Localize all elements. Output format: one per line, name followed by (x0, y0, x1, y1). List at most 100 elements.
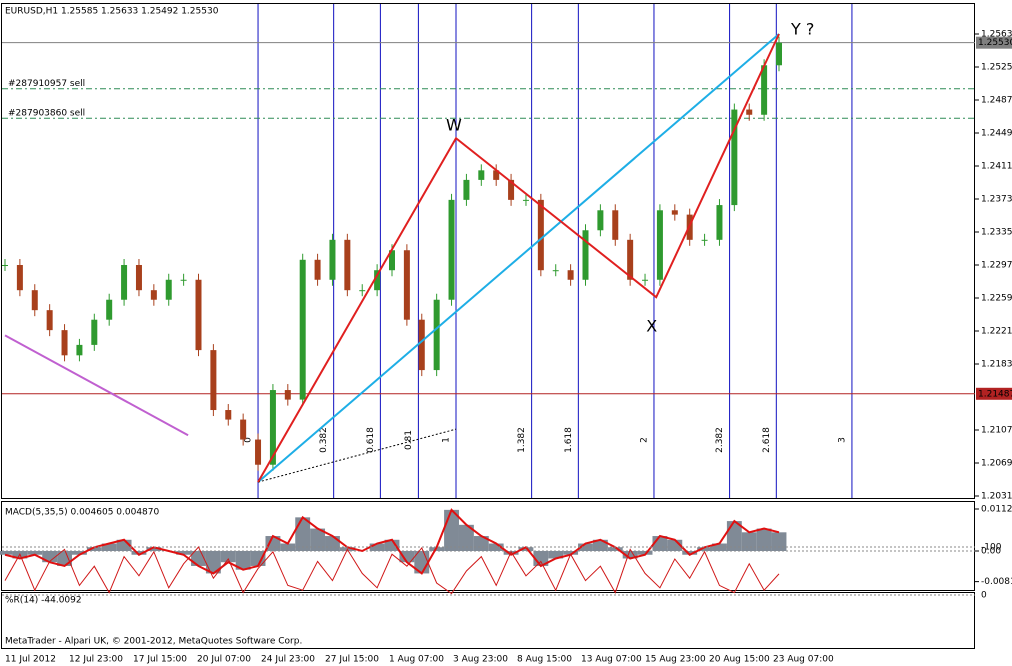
candle (374, 270, 381, 291)
macd-bar (548, 551, 564, 559)
candle (478, 170, 485, 180)
y-tick-label: 1.24490 (981, 129, 1012, 139)
macd-bar (697, 547, 713, 551)
time-label: 20 Jul 07:00 (197, 655, 251, 665)
macd-bar (607, 547, 623, 551)
fib-level-label: 0.81 (404, 430, 414, 450)
candle (2, 265, 8, 266)
candle (448, 199, 455, 300)
macd-signal (4, 508, 780, 575)
wpr-label: %R(14) -44.0092 (5, 596, 82, 606)
macd-bar (369, 543, 385, 551)
price-tag-label: 1.25530 (978, 38, 1012, 48)
macd-bar (771, 532, 787, 551)
price-tag-label: 1.21487 (978, 389, 1012, 399)
fib-level-label: 2 (639, 437, 649, 443)
macd-bar (458, 524, 474, 551)
main-frame (1, 3, 975, 499)
order-label: #287910957 sell (8, 79, 85, 89)
footer: MetaTrader - Alpari UK, © 2001-2012, Met… (5, 637, 302, 647)
y-tick-label: 0.01123 (981, 505, 1012, 515)
macd-bar (0, 551, 13, 555)
candle (776, 42, 782, 66)
candle (671, 210, 678, 215)
trendline (257, 33, 780, 483)
y-tick-label: 1.25250 (981, 63, 1012, 73)
time-label: 12 Jul 23:00 (69, 655, 123, 665)
macd-bar (250, 551, 266, 566)
macd-bar (146, 547, 162, 551)
fib-level-label: 2.618 (762, 427, 772, 453)
y-tick-label: 1.22210 (981, 327, 1012, 337)
order-label: #287903860 sell (8, 109, 85, 119)
macd-bar (622, 551, 638, 559)
y-tick-label: 1.20690 (981, 459, 1012, 469)
candle (582, 230, 589, 280)
candle (597, 210, 604, 231)
fib-level-label: 0 (244, 437, 254, 443)
macd-bar (220, 551, 236, 563)
y-tick-label: -0.00819 (981, 577, 1012, 587)
macd-bar (741, 532, 757, 551)
candle (61, 330, 68, 356)
macd-bar (563, 551, 579, 555)
macd-frame (1, 501, 975, 591)
candle (91, 319, 98, 345)
y-tick-label: 1.21830 (981, 360, 1012, 370)
fib-level-label: 1.382 (517, 427, 527, 453)
candle (225, 410, 232, 420)
candle (522, 199, 529, 201)
time-label: 3 Aug 23:00 (453, 655, 508, 665)
macd-bar (310, 528, 326, 551)
candle (31, 290, 38, 311)
y-tick-label: 1.23350 (981, 228, 1012, 238)
candle (106, 299, 113, 320)
candle (463, 179, 470, 200)
candle (195, 279, 202, 351)
macd-bar (101, 543, 117, 551)
candle (493, 170, 500, 180)
candle (284, 390, 291, 400)
time-label: 17 Jul 15:00 (133, 655, 187, 665)
candle (150, 290, 157, 300)
fib-level-label: 0.618 (366, 427, 376, 453)
time-label: 27 Jul 15:00 (325, 655, 379, 665)
macd-bar (71, 551, 87, 555)
candle (165, 279, 172, 300)
wave-line (257, 33, 780, 483)
y-tick-label: 1.23730 (981, 195, 1012, 205)
candle (299, 259, 306, 400)
y-tick-label: 1.24870 (981, 96, 1012, 106)
candle (612, 210, 619, 240)
candle (46, 310, 53, 331)
candle (433, 299, 440, 371)
macd-bar (116, 539, 132, 551)
macd-bar (384, 539, 400, 551)
candle (359, 290, 366, 292)
wave-label: Y ? (790, 20, 814, 39)
time-label: 1 Aug 07:00 (389, 655, 444, 665)
time-label: 11 Jul 2012 (5, 655, 56, 665)
macd-bar (756, 528, 772, 551)
fib-level-label: 3 (837, 437, 847, 443)
macd-bar (265, 536, 281, 551)
y-tick-label: 1.22590 (981, 294, 1012, 304)
candle (418, 319, 425, 371)
trendline (4, 334, 189, 437)
y-tick-label: 0.00 (981, 547, 1001, 557)
y-tick-label: -100 (981, 543, 1002, 553)
candle (344, 239, 351, 291)
candle (656, 210, 663, 280)
time-label: 24 Jul 23:00 (261, 655, 315, 665)
candle (135, 265, 142, 291)
fib-level-label: 2.382 (715, 427, 725, 453)
macd-bar (399, 551, 415, 563)
y-tick-label: 1.25630 (981, 30, 1012, 40)
candle (329, 239, 336, 280)
time-label: 23 Aug 07:00 (773, 655, 834, 665)
macd-bar (86, 547, 102, 551)
candle (255, 439, 262, 465)
